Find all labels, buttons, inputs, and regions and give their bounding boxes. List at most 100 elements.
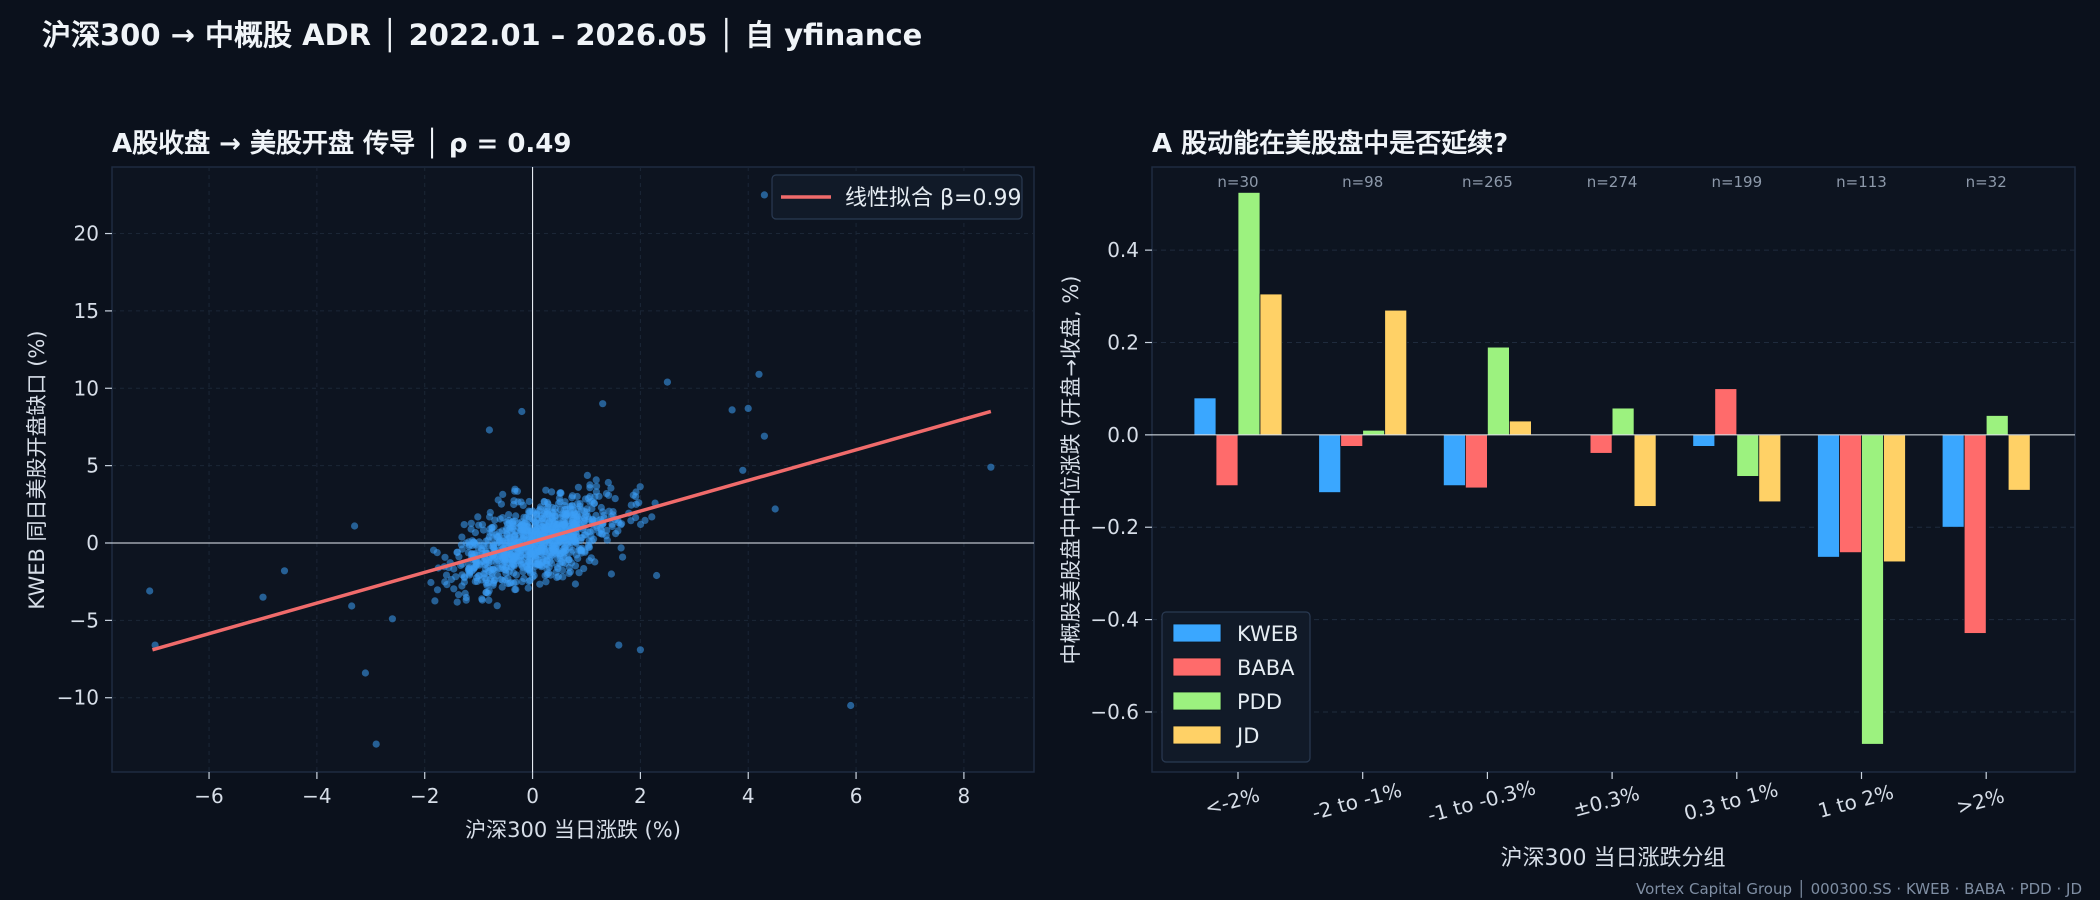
scatter-point [570, 509, 579, 517]
scatter-point [553, 573, 561, 582]
bar-pdd [1487, 346, 1510, 436]
scatter-point [493, 602, 501, 610]
scatter-point [548, 488, 556, 496]
bar-pdd [1861, 434, 1884, 745]
scatter-point [556, 554, 564, 562]
legend-label-kweb: KWEB [1237, 622, 1298, 646]
scatter-point [536, 505, 544, 513]
scatter-point [487, 566, 495, 574]
scatter-point [491, 576, 499, 584]
bar-y-tick-label: 0.0 [1107, 423, 1139, 447]
scatter-point [524, 584, 532, 592]
scatter-point [542, 505, 551, 513]
scatter-point [519, 526, 527, 534]
scatter-point [619, 553, 627, 561]
scatter-point [483, 581, 491, 590]
scatter-point [505, 510, 513, 519]
bar-count-label: n=199 [1711, 173, 1762, 191]
scatter-point [618, 520, 626, 528]
scatter-point [540, 525, 548, 533]
legend-swatch-kweb [1172, 623, 1222, 643]
bar-xlabel: 沪深300 当日涨跌分组 [1501, 846, 1726, 871]
bar-kweb [1443, 434, 1466, 487]
scatter-point [573, 492, 581, 501]
bar-baba [1215, 434, 1239, 487]
bar-baba [1589, 434, 1613, 454]
bar-jd [1509, 420, 1532, 436]
scatter-point [481, 570, 489, 578]
scatter-y-tick-label: 5 [86, 454, 99, 478]
scatter-y-tick-label: −10 [57, 686, 99, 710]
scatter-point [431, 597, 439, 605]
scatter-point [455, 591, 463, 599]
scatter-point [465, 560, 473, 568]
scatter-point [486, 508, 494, 517]
scatter-point [563, 510, 571, 519]
scatter-point [146, 587, 154, 595]
scatter-point [607, 570, 616, 578]
scatter-point [586, 493, 594, 501]
scatter-point [591, 558, 599, 566]
bar-jd [1384, 309, 1408, 436]
bar-x-tick-label: -1 to -0.3% [1425, 775, 1538, 827]
bar-pdd [1362, 429, 1386, 436]
scatter-point [551, 512, 559, 520]
scatter-point [442, 571, 451, 579]
scatter-point [450, 585, 458, 593]
bar-count-label: n=113 [1836, 173, 1887, 191]
bar-x-tick-label: -2 to -1% [1310, 778, 1405, 825]
scatter-point [653, 571, 661, 580]
bar-pdd [1237, 192, 1261, 436]
scatter-point [510, 497, 518, 505]
scatter-point [583, 471, 592, 479]
scatter-point [585, 537, 593, 545]
scatter-point [648, 513, 656, 521]
scatter-point [520, 513, 528, 521]
scatter-point [599, 400, 607, 408]
scatter-point [542, 578, 550, 586]
bar-count-labels: n=30 n=98 n=265 n=274 n=199 n=113 n=32 [1217, 173, 2006, 191]
bar-x-tick-label: >2% [1954, 783, 2007, 819]
scatter-xlabel: 沪深300 当日涨跌 (%) [465, 818, 681, 842]
scatter-point [760, 432, 769, 440]
scatter-point [571, 580, 580, 588]
scatter-point [615, 641, 623, 649]
scatter-point [518, 407, 526, 416]
scatter-point [581, 548, 589, 556]
bar-kweb [1193, 397, 1217, 436]
scatter-point [351, 522, 359, 530]
bar-x-tick-label: 0.3 to 1% [1681, 777, 1780, 825]
scatter-point [755, 370, 763, 378]
scatter-x-tick-label: 2 [634, 784, 647, 808]
scatter-point [641, 516, 649, 525]
scatter-point [636, 646, 645, 654]
scatter-point [497, 575, 505, 584]
scatter-point [636, 483, 644, 491]
scatter-point [511, 586, 519, 594]
footer-credit: Vortex Capital Group │ 000300.SS · KWEB … [1636, 880, 2082, 898]
fit-line [151, 409, 992, 652]
bar-pdd [1985, 415, 2009, 436]
scatter-point [565, 569, 573, 578]
figure-title: 沪深300 → 中概股 ADR │ 2022.01 – 2026.05 │ 自 … [42, 18, 923, 52]
scatter-point [604, 478, 612, 487]
bar-title: A 股动能在美股盘中是否延续? [1152, 128, 1508, 159]
scatter-y-tick-label: −5 [70, 608, 99, 632]
scatter-point [450, 565, 458, 573]
scatter-point [593, 482, 601, 490]
scatter-point [490, 541, 498, 549]
scatter-point [556, 506, 565, 514]
scatter-plot-area [111, 166, 1035, 773]
bar-panel: −0.6 −0.4 −0.2 0.0 0.2 0.4 <-2% -2 to -1% -1 to … [1059, 128, 2076, 871]
scatter-point [608, 522, 616, 531]
scatter-point [455, 553, 463, 561]
scatter-point [525, 497, 533, 506]
scatter-point [556, 498, 564, 506]
scatter-x-tick-label: 6 [850, 784, 863, 808]
scatter-point [478, 521, 487, 529]
scatter-point [528, 515, 537, 523]
scatter-point [581, 507, 589, 515]
scatter-point [506, 534, 514, 542]
scatter-point [511, 485, 519, 493]
